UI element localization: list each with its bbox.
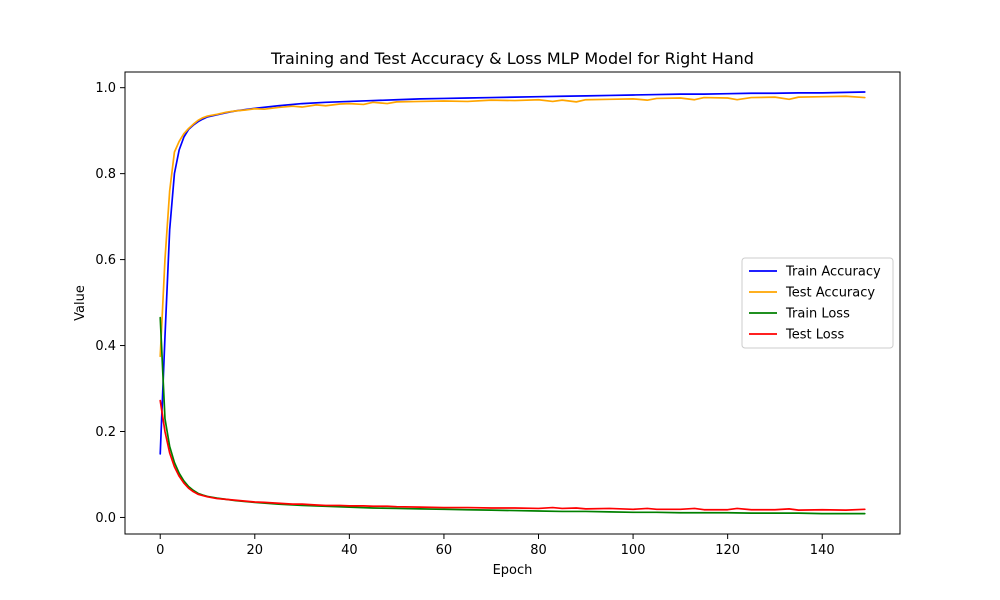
series-line-train-loss (159, 316, 866, 515)
x-tick-label: 100 (621, 543, 646, 558)
legend: Train Accuracy Test Accuracy Train Loss Tes… (741, 257, 894, 349)
legend-box (741, 257, 894, 349)
legend-label-test-accuracy: Test Accuracy (785, 286, 875, 301)
x-tick-label: 80 (530, 543, 547, 558)
legend-label-train-accuracy: Train Accuracy (785, 265, 881, 280)
x-axis: 0 20 40 60 80 100 120 140 (156, 534, 835, 558)
chart-title: Training and Test Accuracy & Loss MLP Mo… (270, 49, 754, 68)
x-tick-label: 140 (810, 543, 835, 558)
x-tick-label: 60 (436, 543, 453, 558)
y-tick-label: 0.0 (95, 511, 116, 526)
y-tick-label: 0.8 (95, 167, 116, 182)
y-tick-label: 1.0 (95, 81, 116, 96)
legend-label-train-loss: Train Loss (785, 307, 850, 322)
series-line-test-loss (159, 399, 866, 511)
plot-frame (124, 71, 901, 535)
series-line-test-accuracy (159, 95, 866, 358)
x-tick-label: 20 (247, 543, 264, 558)
x-axis-label: Epoch (493, 563, 533, 578)
legend-items: Train Accuracy Test Accuracy Train Loss Tes… (749, 265, 881, 343)
y-axis-label: Value (73, 285, 88, 321)
x-tick-label: 40 (341, 543, 358, 558)
y-tick-label: 0.4 (95, 339, 116, 354)
series-lines (159, 91, 866, 515)
y-axis: 0.0 0.2 0.4 0.6 0.8 1.0 (95, 81, 125, 526)
x-tick-label: 120 (715, 543, 740, 558)
legend-label-test-loss: Test Loss (785, 328, 844, 343)
y-tick-label: 0.6 (95, 253, 116, 268)
plot-area (124, 71, 901, 535)
y-tick-label: 0.2 (95, 425, 116, 440)
x-tick-label: 0 (156, 543, 164, 558)
